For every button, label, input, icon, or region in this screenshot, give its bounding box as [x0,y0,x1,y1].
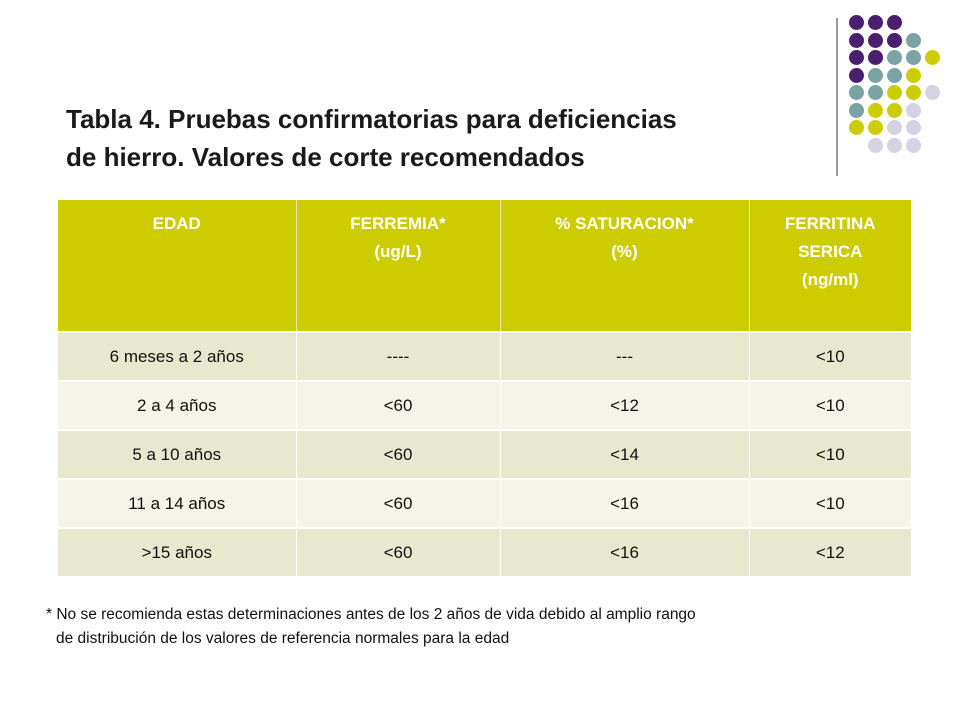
cell-edad: >15 años [58,527,297,576]
decorative-dot [906,85,921,100]
table-row: 6 meses a 2 años ---- --- <10 [58,331,911,381]
cell-edad: 6 meses a 2 años [58,331,297,381]
table-header-row: EDAD FERREMIA* (ug/L) % SATURACION* (%) FE… [58,200,911,332]
decorative-dot [849,15,864,30]
decorative-dot [849,103,864,118]
decorative-dot [868,33,883,48]
header-ferremia: FERREMIA* (ug/L) [296,200,501,332]
cell-ferritina: <10 [749,478,911,528]
decorative-dot [868,85,883,100]
decorative-dot [887,120,902,135]
decorative-dot [849,85,864,100]
decorative-dot [925,50,940,65]
cell-ferritina: <10 [749,429,911,479]
decorative-dot [887,33,902,48]
cell-ferremia: <60 [296,429,501,479]
cell-edad: 2 a 4 años [58,380,297,430]
cell-ferremia: <60 [296,478,501,528]
decorative-dot [906,68,921,83]
cell-ferremia: ---- [296,331,501,381]
decorative-dot [849,120,864,135]
decorative-dot [906,103,921,118]
footnote: * No se recomienda estas determinaciones… [46,603,946,651]
decorative-dot [849,33,864,48]
decorative-dot [868,138,883,153]
cell-saturacion: <16 [500,478,750,528]
cell-saturacion: --- [500,331,750,381]
cell-saturacion: <12 [500,380,750,430]
header-edad: EDAD [58,200,297,332]
decorative-dot [906,50,921,65]
header-ferritina: FERRITINA SERICA (ng/ml) [749,200,911,332]
decorative-dot [887,15,902,30]
footnote-line-2: de distribución de los valores de refere… [56,630,510,647]
decorative-dot [887,50,902,65]
title-line-2: de hierro. Valores de corte recomendados [66,142,585,172]
footnote-line-1: * No se recomienda estas determinaciones… [46,606,696,623]
decorative-dot [868,103,883,118]
cell-ferremia: <60 [296,527,501,576]
decorative-dot [906,33,921,48]
decorative-dot [849,68,864,83]
header-saturacion: % SATURACION* (%) [500,200,750,332]
vertical-divider [836,18,838,176]
decorative-dot [868,68,883,83]
decorative-dot [887,68,902,83]
cell-edad: 11 a 14 años [58,478,297,528]
cutoff-values-table: EDAD FERREMIA* (ug/L) % SATURACION* (%) FE… [58,200,911,576]
decorative-dot [887,138,902,153]
slide-title: Tabla 4. Pruebas confirmatorias para def… [66,100,836,176]
title-line-1: Tabla 4. Pruebas confirmatorias para def… [66,104,677,134]
decorative-dot [906,120,921,135]
cell-ferritina: <12 [749,527,911,576]
table-row: 2 a 4 años <60 <12 <10 [58,380,911,430]
cell-saturacion: <16 [500,527,750,576]
table-row: >15 años <60 <16 <12 [58,527,911,576]
decorative-dot [906,138,921,153]
decorative-dot [887,85,902,100]
cell-edad: 5 a 10 años [58,429,297,479]
decorative-dot [849,50,864,65]
decorative-dot [887,103,902,118]
decorative-dot [868,15,883,30]
table-row: 5 a 10 años <60 <14 <10 [58,429,911,479]
cell-ferremia: <60 [296,380,501,430]
decorative-dot [868,120,883,135]
cell-ferritina: <10 [749,380,911,430]
cell-saturacion: <14 [500,429,750,479]
decorative-dot [868,50,883,65]
table-row: 11 a 14 años <60 <16 <10 [58,478,911,528]
cell-ferritina: <10 [749,331,911,381]
decorative-dot [925,85,940,100]
